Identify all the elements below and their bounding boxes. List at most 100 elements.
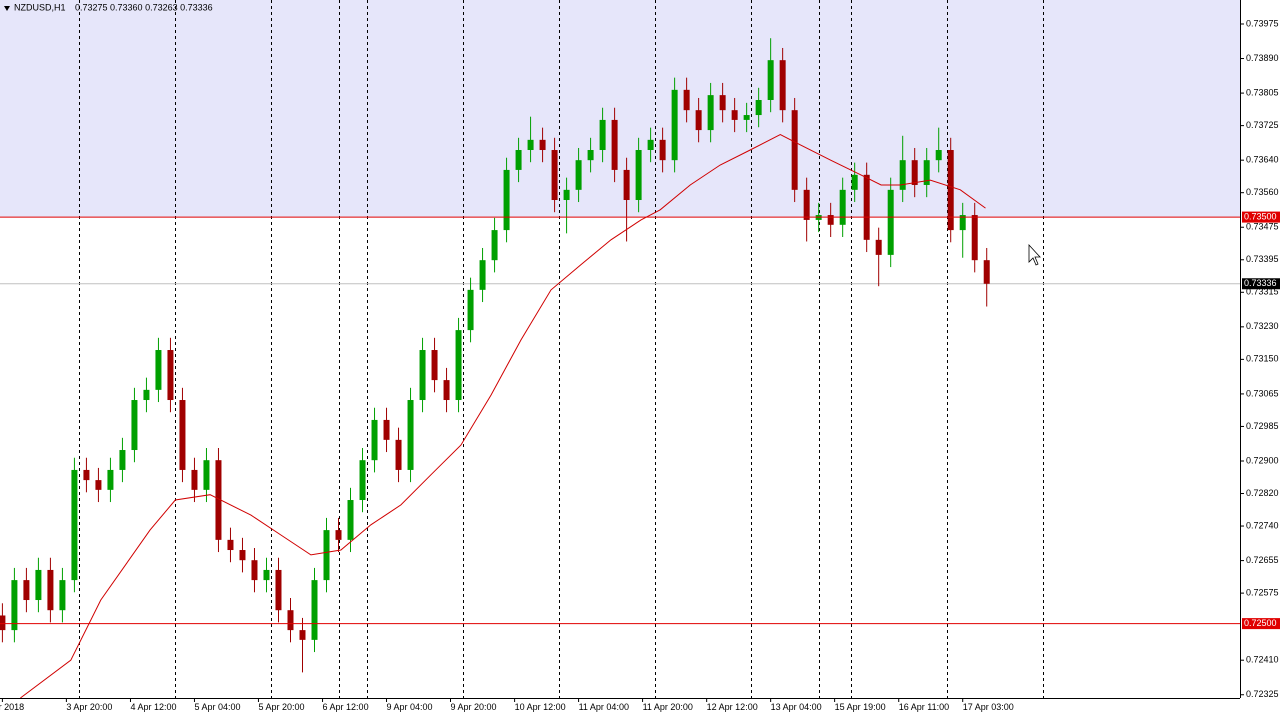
- y-tick-label: 0.73395: [1246, 254, 1279, 264]
- level-label: 0.73500: [1244, 211, 1277, 221]
- candle-body: [563, 189, 570, 201]
- y-tick-label: 0.73805: [1246, 87, 1279, 97]
- y-tick-label: 0.73975: [1246, 18, 1279, 28]
- candle-body: [527, 139, 534, 151]
- candle-body: [731, 110, 738, 120]
- candle-body: [383, 419, 390, 440]
- candle-body: [47, 569, 54, 611]
- candle-body: [311, 580, 318, 640]
- candle-body: [443, 380, 450, 401]
- candle-body: [119, 450, 126, 470]
- x-tick-label: 10 Apr 12:00: [515, 702, 566, 712]
- candle-body: [239, 550, 246, 561]
- candle-body: [323, 530, 330, 581]
- x-tick-label: 4 Apr 12:00: [130, 702, 176, 712]
- symbol-title: NZDUSD,H1: [14, 2, 66, 12]
- candle-body: [935, 150, 942, 161]
- level-label-box: [1242, 211, 1280, 223]
- x-tick-label: 9 Apr 04:00: [387, 702, 433, 712]
- y-tick-label: 0.73475: [1246, 222, 1279, 232]
- candle-body: [167, 350, 174, 401]
- candle-body: [551, 150, 558, 201]
- candle-body: [287, 610, 294, 631]
- candle-body: [107, 469, 114, 490]
- candle-body: [767, 60, 774, 101]
- candle-body: [131, 400, 138, 451]
- candle-body: [587, 150, 594, 161]
- menu-arrow[interactable]: [4, 6, 10, 11]
- y-tick-label: 0.73640: [1246, 155, 1279, 165]
- candle-body: [743, 115, 750, 120]
- candle-body: [143, 389, 150, 401]
- candle-body: [0, 615, 6, 631]
- candle-body: [95, 480, 102, 490]
- candle-body: [275, 569, 282, 611]
- candle-body: [827, 215, 834, 225]
- y-tick-label: 0.73315: [1246, 287, 1279, 297]
- candle-body: [191, 469, 198, 490]
- candle-body: [695, 110, 702, 131]
- candle-body: [635, 150, 642, 201]
- y-tick-label: 0.72325: [1246, 689, 1279, 699]
- y-tick-label: 0.73890: [1246, 53, 1279, 63]
- y-tick-label: 0.72575: [1246, 587, 1279, 597]
- y-tick-label: 0.73150: [1246, 354, 1279, 364]
- candle-body: [707, 95, 714, 131]
- x-tick-label: 16 Apr 11:00: [899, 702, 949, 712]
- y-tick-label: 0.72820: [1246, 488, 1279, 498]
- zone-layer: [0, 0, 1240, 218]
- period-separators: [79, 0, 1044, 698]
- mouse-cursor: [1028, 243, 1041, 266]
- candle-body: [359, 460, 366, 501]
- candle-body: [515, 150, 522, 170]
- candle-body: [875, 239, 882, 255]
- candle-body: [455, 330, 462, 401]
- candle-body: [863, 174, 870, 240]
- candle-body: [899, 160, 906, 190]
- candle-body: [983, 260, 990, 284]
- y-tick-label: 0.73725: [1246, 120, 1279, 130]
- ohlc-header: 0.73275 0.73360 0.73263 0.73336: [75, 2, 213, 12]
- candle-body: [347, 500, 354, 540]
- y-tick-label: 0.72985: [1246, 421, 1279, 431]
- candle-body: [83, 469, 90, 481]
- candle-body: [755, 100, 762, 116]
- x-tick-label: 15 Apr 19:00: [835, 702, 886, 712]
- candle-body: [251, 560, 258, 581]
- candle-body: [719, 95, 726, 111]
- candle-body: [671, 89, 678, 161]
- candle-body: [839, 189, 846, 225]
- x-tick-label: 5 Apr 20:00: [258, 702, 304, 712]
- x-tick-label: 3 Apr 2018: [0, 702, 24, 712]
- candle-body: [539, 139, 546, 151]
- candle-body: [623, 169, 630, 201]
- y-tick-label: 0.72740: [1246, 520, 1279, 530]
- candle-body: [491, 230, 498, 261]
- y-tick-label: 0.72900: [1246, 455, 1279, 465]
- candle-body: [647, 139, 654, 151]
- x-tick-label: 17 Apr 03:00: [963, 702, 1014, 712]
- candle-body: [23, 580, 30, 601]
- candle-body: [407, 400, 414, 470]
- plot-layer: [0, 38, 1240, 699]
- candle-body: [611, 119, 618, 170]
- level-label: 0.72500: [1244, 618, 1277, 628]
- candle-body: [659, 139, 666, 161]
- candle-body: [803, 189, 810, 220]
- price-label: 0.73336: [1244, 278, 1277, 288]
- y-tick-label: 0.72410: [1246, 655, 1279, 665]
- x-tick-label: 13 Apr 04:00: [771, 702, 822, 712]
- candle-body: [179, 400, 186, 470]
- candle-body: [779, 60, 786, 111]
- y-tick-label: 0.73560: [1246, 187, 1279, 197]
- candle-body: [59, 580, 66, 611]
- y-tick-label: 0.73065: [1246, 388, 1279, 398]
- candle-body: [467, 289, 474, 331]
- candle-body: [335, 530, 342, 540]
- x-tick-label: 3 Apr 20:00: [66, 702, 112, 712]
- candle-body: [299, 630, 306, 640]
- candle-body: [203, 460, 210, 490]
- candle-body: [887, 189, 894, 255]
- level-label-box: [1242, 618, 1280, 630]
